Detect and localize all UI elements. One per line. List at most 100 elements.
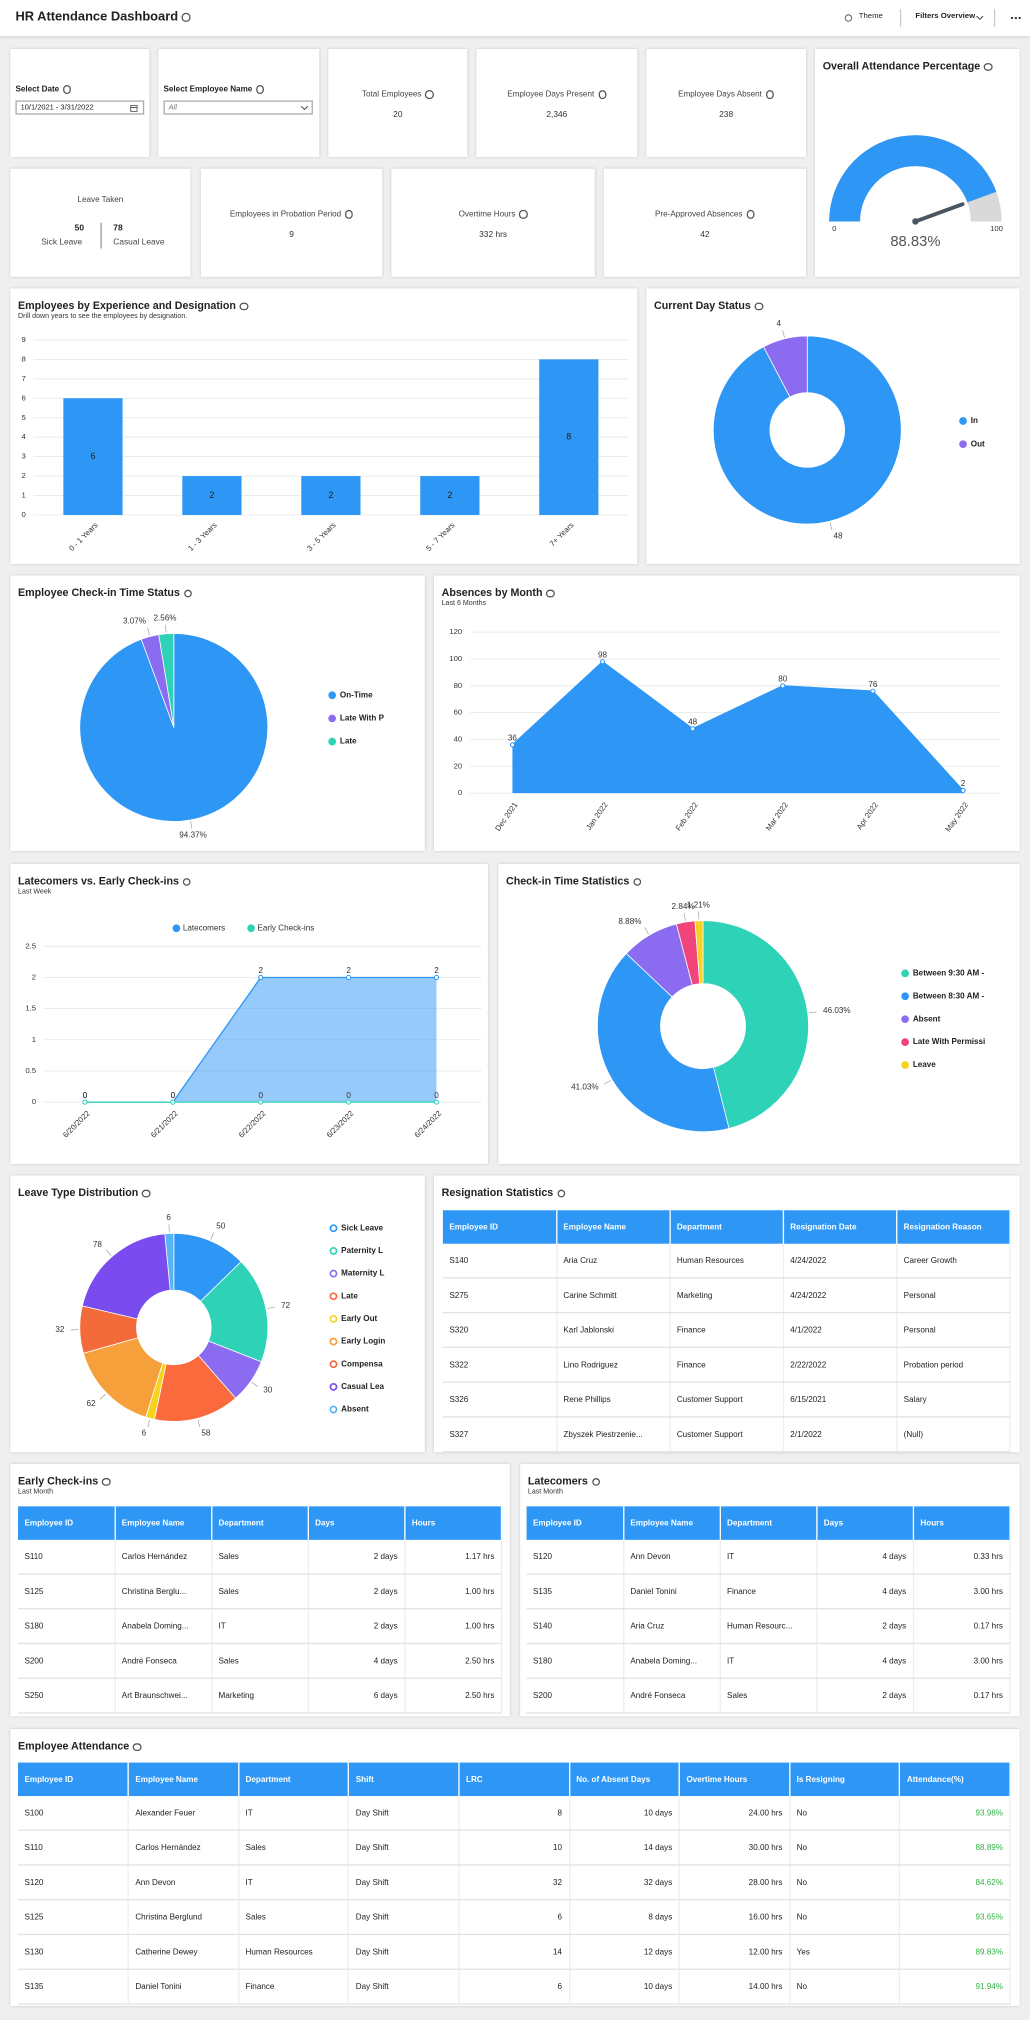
bar (63, 398, 123, 515)
table-cell: No (789, 1969, 901, 2005)
data-label: 0 (346, 1091, 351, 1100)
data-label: 2 (209, 490, 214, 500)
kpi-value: 2,346 (546, 110, 568, 120)
data-label: 8 (566, 432, 571, 442)
table-cell: Aria Cruz (623, 1608, 721, 1645)
filter-label: Select Employee Name (164, 85, 265, 94)
filters-button[interactable]: Filters Overview (915, 12, 976, 21)
kpi-label: Overtime Hours (391, 210, 594, 219)
employee-dropdown[interactable]: All (163, 100, 313, 115)
chart-title: Overall Attendance Percentage (823, 59, 993, 72)
y-tick-label: 3 (21, 452, 25, 461)
table-title: Early Check-ins (18, 1474, 110, 1487)
table-cell: Marketing (669, 1277, 784, 1314)
leave-value: 50 (74, 224, 84, 234)
point-marker (960, 787, 966, 793)
leader-line (147, 1419, 151, 1428)
slice (694, 920, 704, 985)
table-cell: Sales (211, 1573, 309, 1610)
table-cell: 1.17 hrs (404, 1539, 503, 1575)
table-cell: S135 (18, 1969, 129, 2005)
table-cell: André Fonseca (623, 1678, 721, 1714)
column-header: Attendance(%) (899, 1762, 1011, 1797)
kpi-label: Employee Days Absent (646, 90, 806, 99)
more-menu[interactable] (1009, 14, 1022, 22)
y-tick-label: 6 (21, 393, 25, 402)
title-text: Employees by Experience and Designation (18, 298, 236, 312)
gauge-value-label: 88.83% (890, 234, 940, 250)
point-marker (82, 1099, 88, 1105)
table-cell: 16.00 hrs (679, 1899, 791, 1936)
table-cell: 88.89% (899, 1830, 1011, 1866)
table-cell: No (789, 1899, 901, 1936)
bar (301, 476, 361, 515)
table-cell: No (789, 1830, 901, 1866)
column-header: Shift (348, 1762, 460, 1797)
divider (899, 9, 901, 28)
table-cell: 4 days (308, 1643, 406, 1679)
table-cell: Ann Devon (623, 1539, 721, 1575)
y-tick-label: 8 (21, 354, 25, 363)
table-body: S120 Ann Devon IT 4 days 0.33 hrs S135 Daniel … (526, 1539, 1011, 1714)
bar (182, 476, 242, 515)
point-marker (258, 1099, 264, 1105)
data-label: 2 (346, 966, 351, 975)
legend-marker (329, 1247, 338, 1255)
y-tick-label: 0 (21, 510, 25, 519)
table-row: S180 Anabela Doming... IT 4 days 3.00 hrs (526, 1643, 1011, 1679)
chart-subtitle: Last Week (18, 888, 52, 897)
legend-marker (328, 691, 337, 700)
table-cell: Rene Phillips (556, 1382, 671, 1418)
data-label: 4 (777, 319, 782, 328)
table-cell: 10 days (569, 1796, 680, 1831)
kpi-card: Employee Days Absent 238 (646, 48, 806, 158)
y-tick-label: 7 (21, 374, 25, 383)
table-cell: Day Shift (348, 1796, 460, 1831)
table-title: Latecomers (528, 1474, 600, 1487)
table-cell: Finance (238, 1969, 350, 2005)
legend-marker (329, 1405, 338, 1414)
table-cell: Daniel Tonini (128, 1969, 240, 2005)
slice (164, 1233, 175, 1291)
x-tick-label: 6/23/2022 (325, 1109, 356, 1140)
table-cell: 14 days (569, 1830, 680, 1866)
bar (420, 476, 480, 515)
data-label: 3.07% (123, 617, 146, 626)
point-marker (433, 1099, 440, 1105)
data-label: 78 (93, 1240, 103, 1249)
table-cell: S327 (442, 1416, 557, 1453)
label-text: Employee Days Absent (678, 90, 774, 99)
table-cell: (Null) (896, 1416, 1011, 1453)
area-fill (84, 977, 437, 1103)
table-cell: 4/24/2022 (783, 1243, 898, 1279)
legend-marker (247, 924, 255, 933)
table-cell: Anabela Doming... (114, 1608, 213, 1645)
table-card: Latecomers Last Month Employee ID Employe… (520, 1463, 1020, 1717)
table-cell: S125 (18, 1573, 116, 1610)
table-row: S326 Rene Phillips Customer Support 6/15/20… (442, 1382, 1011, 1418)
legend-label: Leave (913, 1060, 936, 1069)
chart-card: 0 1 2 3 4 5 6 7 8 9 6 0 - 1 Years 2 1 - 3 Years 2 3 - 5… (10, 288, 638, 564)
date-input[interactable]: 10/1/2021 - 3/31/2022 (15, 100, 145, 115)
table-head: Employee ID Employee Name Department Resign… (442, 1210, 1011, 1244)
kpi-card: Employee Days Present 2,346 (476, 48, 638, 158)
table-cell: Human Resources (669, 1243, 784, 1279)
table-cell: Ann Devon (128, 1864, 240, 1901)
data-label: 98 (598, 650, 608, 659)
chart-subtitle: Drill down years to see the employees by… (18, 312, 188, 321)
table-cell: 91.94% (899, 1969, 1011, 2005)
table-cell: 6 (458, 1899, 570, 1936)
table-cell: S110 (18, 1539, 116, 1575)
table-cell: S180 (18, 1608, 116, 1645)
table-cell: Yes (789, 1934, 901, 1970)
table-cell: S326 (442, 1382, 557, 1418)
legend-label: Sick Leave (341, 1223, 383, 1232)
leader-line (165, 624, 167, 633)
theme-button[interactable]: Theme (858, 12, 883, 21)
data-table: Employee ID Employee Name Department Days Ho… (526, 1506, 1011, 1714)
table-cell: 2/1/2022 (783, 1416, 898, 1453)
column-header: Department (719, 1506, 818, 1540)
column-header: Employee ID (18, 1506, 116, 1540)
y-tick-label: 120 (449, 627, 462, 636)
input-value: All (168, 104, 177, 113)
